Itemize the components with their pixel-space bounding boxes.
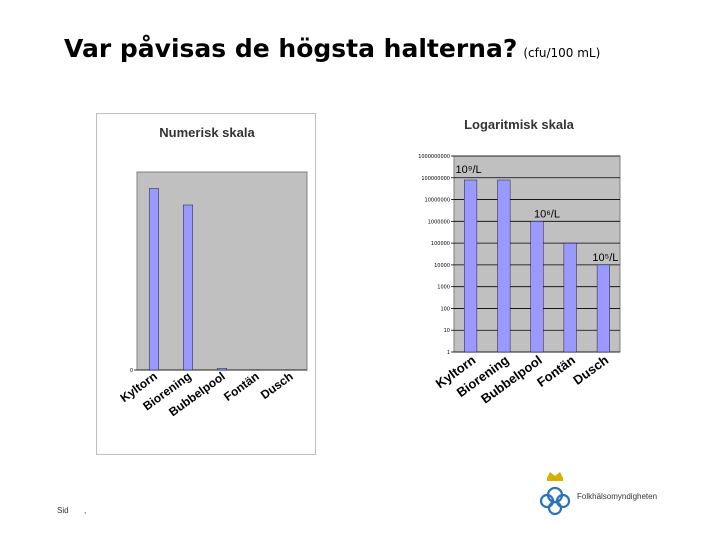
y-tick-label: 1000: [437, 285, 450, 291]
log-bar-chart: Logaritmisk skala 1 10 100 1000 10000 100000 10…: [418, 117, 621, 406]
y-tick-label: 100: [440, 306, 450, 312]
bar: [217, 368, 227, 371]
bar: [464, 179, 478, 353]
agency-logo: Folkhälsomyndigheten: [535, 468, 705, 516]
chart-title: Logaritmisk skala: [464, 117, 575, 132]
x-category-label: Dusch: [570, 352, 611, 388]
bar: [563, 242, 577, 353]
crown-emblem-icon: [539, 472, 571, 516]
y-tick-label: 100000: [431, 241, 450, 247]
y-tick-label: 10000000: [425, 198, 450, 204]
y-tick-label: 1: [447, 350, 450, 356]
log-chart-panel: Logaritmisk skala 1 10 100 1000 10000 100000 10…: [407, 110, 624, 453]
x-category-label: Fontän: [221, 369, 262, 404]
bar: [497, 179, 511, 353]
y-tick-label: 10000: [434, 263, 450, 269]
x-category-label: Dusch: [258, 369, 296, 402]
linear-bar-chart: Numerisk skala02000000040000000600000008…: [118, 125, 308, 419]
value-annotation: 10⁹/L: [456, 164, 482, 176]
y-tick-label: 0: [130, 368, 133, 374]
x-category-label: Fontän: [534, 352, 578, 390]
y-tick-label: 10: [444, 328, 450, 334]
bar: [183, 204, 193, 371]
footer-page-label: Sid: [57, 506, 69, 515]
plot-area: [136, 171, 308, 371]
slide-title-text: Var påvisas de högsta halterna?: [64, 34, 518, 63]
value-annotation: 10⁶/L: [534, 208, 560, 220]
linear-chart-panel: Numerisk skala02000000040000000600000008…: [96, 113, 316, 455]
y-tick-label: 1000000: [428, 219, 450, 225]
title-unit: (cfu/100 mL): [523, 46, 601, 60]
logo-text: Folkhälsomyndigheten: [577, 492, 658, 501]
bar: [596, 264, 610, 353]
value-annotation: 10⁵/L: [592, 252, 618, 264]
bar: [530, 221, 544, 353]
bar: [149, 188, 159, 371]
footer-separator: ,: [84, 506, 87, 515]
slide-title: Var påvisas de högsta halterna? (cfu/100 …: [64, 34, 600, 63]
y-tick-label: 1000000000: [418, 154, 450, 160]
y-tick-label: 100000000: [421, 176, 450, 182]
chart-title: Numerisk skala: [159, 125, 255, 140]
